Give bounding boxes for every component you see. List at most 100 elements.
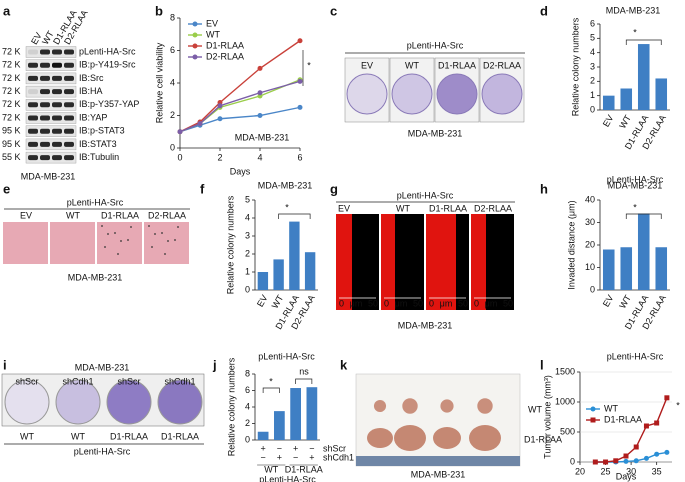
- plate-top-label: shScr: [15, 376, 38, 386]
- blot-band: [64, 62, 74, 68]
- x-tick-label: 4: [257, 152, 262, 162]
- size-marker: 95 K: [2, 126, 21, 136]
- invasion-image: [3, 222, 48, 264]
- point: [613, 458, 619, 464]
- plate-bottom-label: D1-RLAA: [161, 431, 199, 441]
- cell-dot: [164, 253, 166, 255]
- panel-letter: e: [3, 181, 10, 196]
- significance-bracket: [278, 213, 311, 219]
- y-tick-label: 20: [585, 239, 595, 249]
- cell-dot: [127, 239, 129, 241]
- plate-top-label: shCdh1: [62, 376, 93, 386]
- point: [623, 458, 629, 464]
- point: [197, 121, 203, 127]
- panel-caption: MDA-MB-231: [411, 469, 466, 479]
- size-marker: 95 K: [2, 139, 21, 149]
- panel-letter: k: [340, 357, 348, 372]
- panel-letter: a: [3, 3, 11, 18]
- blot-band: [52, 89, 62, 95]
- plate-top-label: shCdh1: [164, 376, 195, 386]
- x-tick-label: EV: [601, 293, 616, 308]
- point: [297, 78, 303, 84]
- plate: [4, 379, 50, 425]
- blot-strip: [25, 59, 77, 71]
- lane-label: D2-RLAA: [148, 210, 186, 220]
- blot-label: IB:Src: [79, 73, 104, 83]
- size-marker: 72 K: [2, 73, 21, 83]
- legend-marker: [192, 21, 198, 27]
- blot-band: [64, 115, 74, 121]
- tumor-wt: [477, 398, 493, 414]
- point: [633, 444, 639, 450]
- wound-signal: [381, 214, 395, 310]
- panel-letter: b: [155, 3, 163, 18]
- scale-label: 0: [339, 298, 344, 308]
- condition-mark: −: [260, 452, 265, 462]
- panel-letter: l: [540, 357, 544, 372]
- point: [217, 103, 223, 109]
- panel-caption: MDA-MB-231: [398, 320, 453, 330]
- point: [633, 458, 639, 464]
- bar: [637, 213, 650, 290]
- x-tick-label: EV: [601, 113, 616, 128]
- cell-dot: [148, 225, 150, 227]
- bar: [637, 44, 650, 110]
- size-marker: 55 K: [2, 152, 21, 162]
- cell-dot: [174, 239, 176, 241]
- condition-name: shScr: [323, 443, 346, 453]
- y-tick-label: 6: [245, 385, 250, 395]
- lane-label: D2-RLAA: [483, 60, 521, 70]
- lane-label: EV: [20, 210, 32, 220]
- blot-label: IB:YAP: [79, 112, 107, 122]
- point: [643, 423, 649, 429]
- point: [664, 449, 670, 455]
- y-tick-label: 40: [585, 194, 595, 204]
- plate-top-label: shScr: [117, 376, 140, 386]
- blot-band: [28, 49, 38, 55]
- blot-band: [64, 102, 74, 108]
- point: [603, 459, 609, 465]
- panel-caption: pLenti-HA-Src: [74, 446, 131, 456]
- y-tick-label: 4: [245, 401, 250, 411]
- annotation: ns: [299, 366, 309, 376]
- x-tick-label: 0: [177, 152, 182, 162]
- panel-caption: MDA-MB-231: [21, 171, 76, 181]
- y-tick-label: 2: [245, 248, 250, 258]
- lane-label: WT: [66, 210, 80, 220]
- tumor-wt: [402, 398, 418, 414]
- y-tick-label: 0: [170, 142, 175, 152]
- bar: [257, 431, 269, 440]
- dish: [391, 73, 433, 115]
- blot-band: [40, 89, 50, 95]
- scale-label: μm: [350, 298, 363, 308]
- condition-name: shCdh1: [323, 452, 354, 462]
- legend-label: D2-RLAA: [206, 51, 244, 61]
- annotation: *: [307, 60, 311, 70]
- y-tick-label: 4: [590, 47, 595, 57]
- dish: [436, 73, 478, 115]
- panel-title: pLenti-HA-Src: [67, 197, 124, 207]
- bar: [620, 247, 633, 290]
- blot-band: [52, 49, 62, 55]
- tumor-d1: [367, 428, 393, 448]
- x-tick-label: 25: [601, 466, 611, 476]
- size-marker: 72 K: [2, 112, 21, 122]
- wound-signal: [426, 214, 456, 310]
- x-tick-label: 20: [575, 466, 585, 476]
- x-axis-label: pLenti-HA-Src: [607, 174, 664, 184]
- x-axis-label: pLenti-HA-Src: [258, 351, 315, 361]
- condition-mark: −: [277, 443, 282, 453]
- point: [654, 451, 660, 457]
- plate: [106, 379, 152, 425]
- x-axis-label: Days: [616, 471, 637, 481]
- bar: [655, 247, 668, 290]
- annotation: *: [633, 202, 637, 212]
- plate-bottom-label: D1-RLAA: [110, 431, 148, 441]
- cell-dot: [120, 240, 122, 242]
- blot-label: IB:STAT3: [79, 139, 117, 149]
- point: [297, 38, 303, 44]
- bar: [290, 388, 301, 440]
- cell-dot: [167, 240, 169, 242]
- blot-band: [28, 75, 38, 81]
- scale-label: 0: [429, 298, 434, 308]
